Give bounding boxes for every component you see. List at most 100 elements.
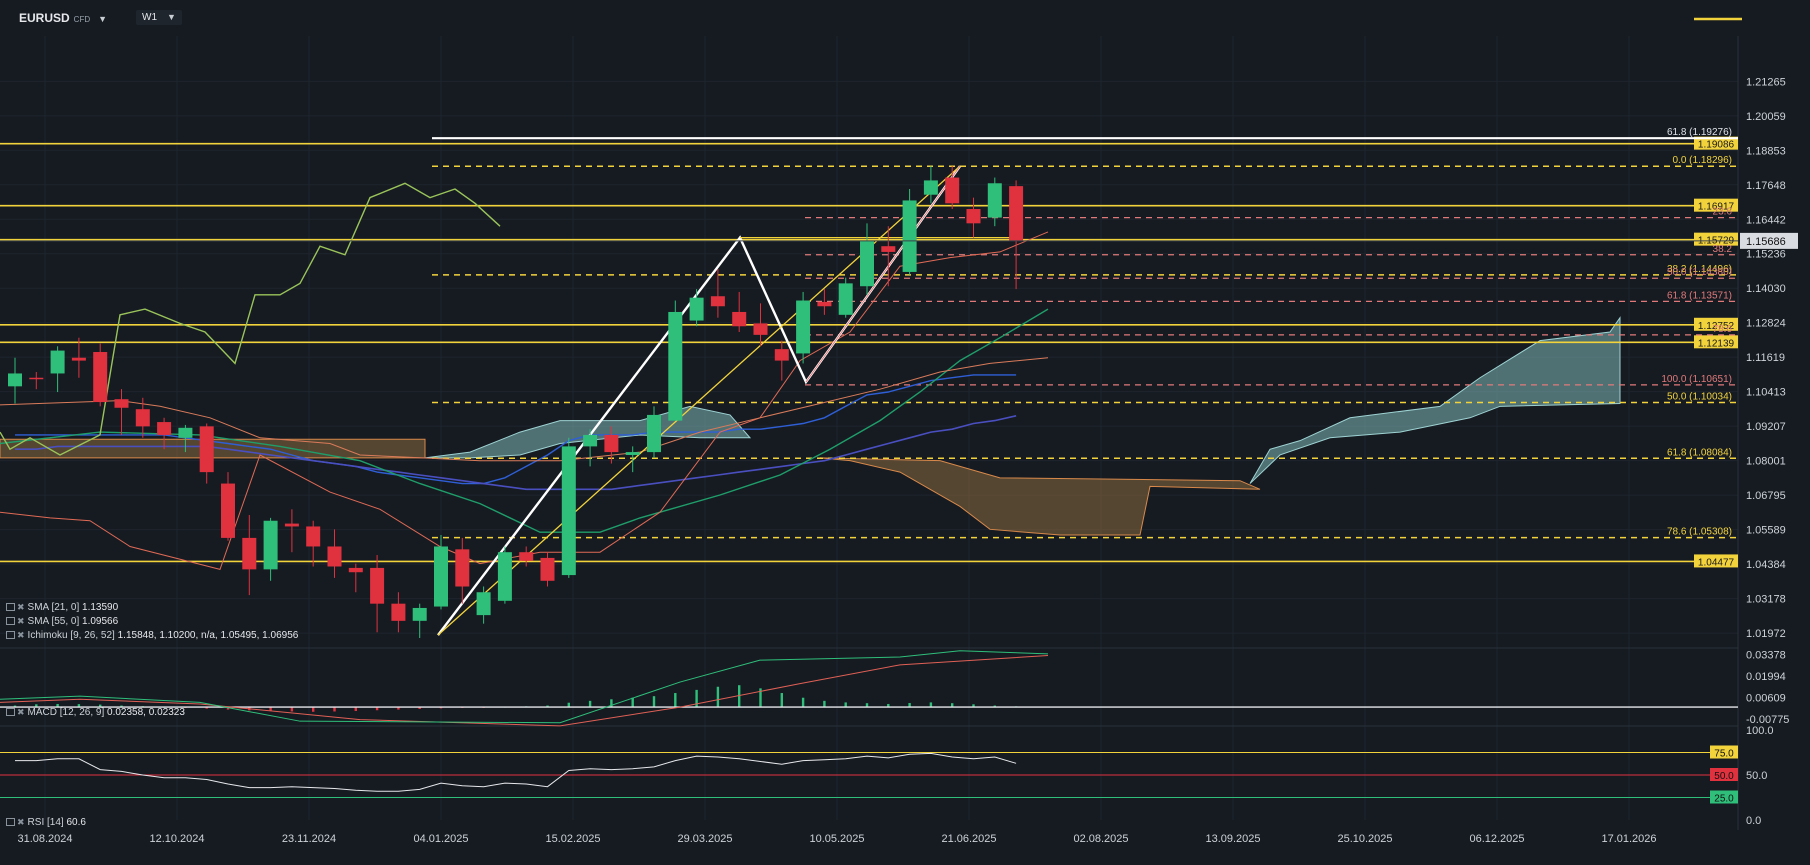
legend-sma21[interactable]: ✖ SMA [21, 0] 1.13590 xyxy=(6,602,118,613)
settings-icon[interactable] xyxy=(6,818,15,827)
y-tick-label: 1.15236 xyxy=(1746,249,1786,261)
candle-body xyxy=(604,434,619,453)
candle-body xyxy=(860,240,874,287)
macd-histogram-bar xyxy=(610,699,613,708)
candle xyxy=(604,426,619,464)
candle-body xyxy=(519,552,534,561)
x-tick-label: 04.01.2025 xyxy=(413,833,468,845)
macd-y-tick-label: 0.00609 xyxy=(1746,693,1786,705)
legend-ichimoku[interactable]: ✖ Ichimoku [9, 26, 52] 1.15848, 1.10200, … xyxy=(6,630,298,641)
candle-body xyxy=(838,283,853,315)
fib-label: 50.0 (1.14380) xyxy=(1667,267,1732,278)
candle xyxy=(434,535,448,610)
candle xyxy=(860,223,874,295)
fib-label: 61.8 (1.08084) xyxy=(1667,447,1732,458)
candle xyxy=(306,520,321,567)
x-tick-label: 17.01.2026 xyxy=(1601,833,1656,845)
candle xyxy=(561,437,576,578)
trend-line xyxy=(805,165,961,383)
candle-body xyxy=(710,296,725,307)
x-tick-label: 13.09.2025 xyxy=(1205,833,1260,845)
timeframe-selector[interactable]: W1 ▼ xyxy=(136,10,182,25)
macd-histogram-bar xyxy=(631,697,634,708)
macd-histogram-bar xyxy=(312,707,315,712)
candle-body xyxy=(242,537,257,570)
top-toolbar: EURUSD CFD ▼ W1 ▼ xyxy=(0,0,1740,36)
macd-histogram-bar xyxy=(99,704,102,708)
candle xyxy=(817,289,832,315)
candle xyxy=(93,343,108,407)
macd-histogram-bar xyxy=(695,689,698,708)
settings-icon[interactable] xyxy=(6,631,15,640)
candle-body xyxy=(412,607,427,621)
candle xyxy=(923,166,938,204)
macd-histogram-bar xyxy=(929,702,933,708)
candle xyxy=(689,289,704,327)
level-tag xyxy=(1694,317,1738,331)
trend-line xyxy=(437,165,961,636)
candle xyxy=(455,537,470,604)
macd-histogram-bar xyxy=(375,707,379,711)
candle-body xyxy=(476,592,491,616)
legend-sma55[interactable]: ✖ SMA [55, 0] 1.09566 xyxy=(6,616,118,627)
level-label: 1.12139 xyxy=(1698,338,1735,349)
x-tick-label: 12.10.2024 xyxy=(149,833,204,845)
settings-icon[interactable] xyxy=(6,617,15,626)
rsi-level-tag xyxy=(1710,790,1738,804)
candle-body xyxy=(689,297,704,321)
close-icon[interactable]: ✖ xyxy=(17,602,25,612)
candle xyxy=(284,509,299,553)
ichimoku-senkou-line xyxy=(0,357,1049,462)
candle-body xyxy=(8,373,22,387)
macd-signal-line xyxy=(0,654,1049,727)
fib-label: 61.8 (1.19276) xyxy=(1667,127,1732,138)
rsi-level-tag xyxy=(1710,745,1738,759)
candle-body xyxy=(987,183,1002,218)
candle xyxy=(774,340,789,381)
fib-label: 50.0 (1.10034) xyxy=(1667,392,1732,403)
y-tick-label: 1.10413 xyxy=(1746,387,1786,399)
candle xyxy=(881,226,896,287)
fib-label: 100.0 (1.10651) xyxy=(1661,374,1732,385)
ichimoku-chikou-line xyxy=(0,182,501,456)
candle xyxy=(838,277,853,318)
close-icon[interactable]: ✖ xyxy=(17,616,25,626)
candle xyxy=(8,357,22,404)
level-label: 1.04477 xyxy=(1698,557,1735,568)
candle xyxy=(348,563,363,593)
rsi-y-tick-label: 100.0 xyxy=(1746,725,1774,737)
y-tick-label: 1.11619 xyxy=(1746,352,1785,364)
legend-macd[interactable]: ✖ MACD [12, 26, 9] 0.02358, 0.02323 xyxy=(6,707,185,718)
current-price-tag xyxy=(1740,232,1798,249)
candle xyxy=(668,300,683,421)
candle xyxy=(178,424,193,453)
symbol-type: CFD xyxy=(73,15,91,24)
y-tick-label: 1.05589 xyxy=(1746,525,1786,537)
y-tick-label: 1.18853 xyxy=(1746,145,1786,157)
candle-body xyxy=(434,546,448,607)
candle-body xyxy=(497,552,512,601)
candle xyxy=(796,291,811,364)
settings-icon[interactable] xyxy=(6,603,15,612)
close-icon[interactable]: ✖ xyxy=(17,707,25,717)
legend-rsi[interactable]: ✖ RSI [14] 60.6 xyxy=(6,817,86,828)
x-tick-label: 31.08.2024 xyxy=(17,833,72,845)
candle-body xyxy=(71,357,86,361)
candle-body xyxy=(221,483,235,538)
ichimoku-cloud xyxy=(819,457,1261,536)
x-tick-label: 29.03.2025 xyxy=(677,833,732,845)
close-icon[interactable]: ✖ xyxy=(17,817,25,827)
y-tick-label: 1.14030 xyxy=(1746,283,1786,295)
candle xyxy=(327,529,342,578)
macd-histogram-bar xyxy=(716,686,720,708)
candle-body xyxy=(753,323,768,335)
settings-icon[interactable] xyxy=(6,708,15,717)
x-tick-label: 10.05.2025 xyxy=(809,833,864,845)
legend-macd-label: MACD [12, 26, 9] xyxy=(27,707,105,718)
candle xyxy=(370,555,385,633)
close-icon[interactable]: ✖ xyxy=(17,630,25,640)
fib-label: 0.0 (1.18296) xyxy=(1673,155,1733,166)
candle xyxy=(157,417,172,450)
symbol-selector[interactable]: EURUSD CFD ▼ xyxy=(19,11,107,25)
